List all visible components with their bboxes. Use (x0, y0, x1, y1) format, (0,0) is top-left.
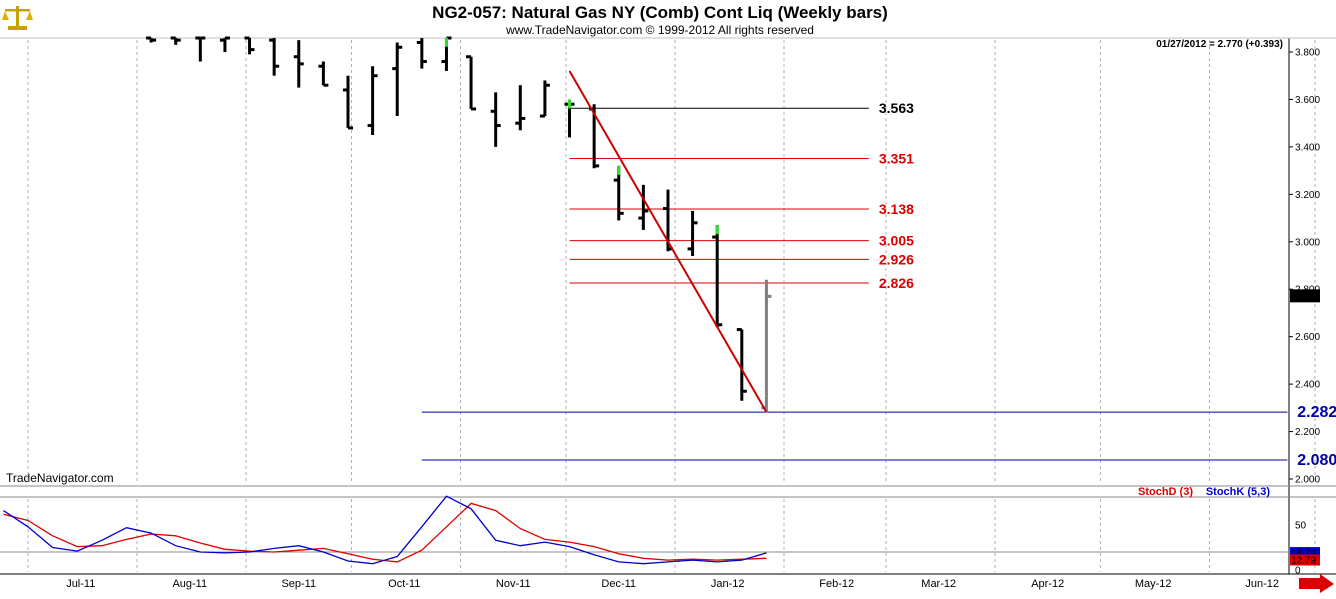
last-value-label: 2.770 (1292, 292, 1317, 303)
level-label: 3.138 (879, 201, 914, 217)
x-tick-label: Mar-12 (921, 578, 956, 590)
x-tick-label: Aug-11 (172, 578, 207, 590)
x-tick-label: Feb-12 (819, 578, 854, 590)
level-label: 3.563 (879, 100, 914, 116)
axis-layer: Jul-11 Aug-11 Sep-11 Oct-11 Nov-11 Dec-11 Jan-… (66, 48, 1320, 591)
ohlc-bar (539, 80, 550, 118)
ohlc-bar (318, 61, 329, 87)
stoch-line (3, 495, 767, 565)
trendline (568, 70, 768, 413)
legend-stochd: StochD (3) (1138, 486, 1193, 498)
chart-subtitle: www.TradeNavigator.com © 1999-2012 All r… (505, 23, 814, 37)
ohlc-bar (343, 75, 353, 130)
ohlc-bar (392, 42, 403, 117)
ohlc-bar (515, 85, 526, 131)
ohlc-bar (219, 36, 230, 52)
last-quote: 01/27/2012 = 2.770 (+0.393) (1156, 39, 1283, 50)
stochastic-panel (0, 495, 1289, 565)
ohlc-bar (761, 279, 772, 413)
x-tick-label: Dec-11 (601, 578, 636, 590)
level-label: 3.005 (879, 233, 914, 249)
legend-stochk: StochK (5,3) (1206, 486, 1271, 498)
ohlc-bar (613, 165, 624, 221)
stoch-y-tick-label: 0 (1295, 566, 1301, 577)
ohlc-bar (195, 36, 206, 62)
x-tick-label: Apr-12 (1031, 578, 1064, 590)
chart-title: NG2-057: Natural Gas NY (Comb) Cont Liq … (432, 3, 888, 22)
y-tick-label: 3.400 (1295, 142, 1320, 153)
x-tick-label: Jun-12 (1245, 578, 1279, 590)
x-tick-label: Oct-11 (388, 578, 420, 590)
scroll-right-arrow-icon[interactable] (1299, 574, 1334, 593)
ohlc-bar (269, 38, 280, 76)
x-tick-label: Jan-12 (711, 578, 745, 590)
x-tick-label: May-12 (1135, 578, 1172, 590)
stochk-badge-label: 18.79 (1291, 549, 1316, 560)
level-label: 2.926 (879, 251, 914, 267)
ohlc-bar (146, 36, 157, 43)
ohlc-bar (687, 210, 698, 257)
y-tick-label: 2.000 (1295, 475, 1320, 486)
ohlc-bar (712, 225, 723, 328)
ohlc-bar (416, 38, 427, 69)
level-label: 2.282 (1297, 404, 1336, 421)
scales-post (16, 6, 19, 28)
stoch-y-tick-label: 50 (1295, 521, 1307, 532)
ohlc-bar (244, 36, 255, 55)
ohlc-bar (490, 92, 501, 147)
x-tick-label: Nov-11 (496, 578, 531, 590)
level-label: 2.080 (1297, 452, 1336, 469)
grid-layer (27, 40, 1316, 572)
ohlc-bar (170, 36, 181, 45)
y-tick-label: 3.200 (1295, 190, 1320, 201)
price-panel: 3.563 3.351 3.138 3.005 2.926 2.826 2.282 2.080 (146, 36, 1336, 469)
ohlc-bar (367, 66, 378, 136)
stochd-badge (1290, 554, 1320, 566)
y-tick-label: 2.600 (1295, 332, 1320, 343)
y-tick-label: 2.400 (1295, 380, 1320, 391)
watermark: TradeNavigator.com (6, 471, 114, 485)
stochk-badge (1290, 547, 1320, 559)
ohlc-bar (638, 184, 649, 230)
ohlc-bar (293, 40, 304, 88)
y-tick-label: 3.000 (1295, 237, 1320, 248)
level-label: 3.351 (879, 151, 914, 167)
logo-icon (2, 2, 33, 32)
last-value-badge (1290, 289, 1320, 303)
y-tick-label: 3.600 (1295, 95, 1320, 106)
y-tick-label: 2.200 (1295, 427, 1320, 438)
ohlc-bar (736, 328, 747, 401)
y-tick-label: 3.800 (1295, 48, 1320, 59)
stochd-badge-label: 12.79 (1291, 555, 1316, 566)
ohlc-bar (466, 55, 477, 111)
x-tick-label: Sep-11 (281, 578, 316, 590)
x-tick-label: Jul-11 (66, 578, 95, 590)
level-label: 2.826 (879, 275, 914, 291)
